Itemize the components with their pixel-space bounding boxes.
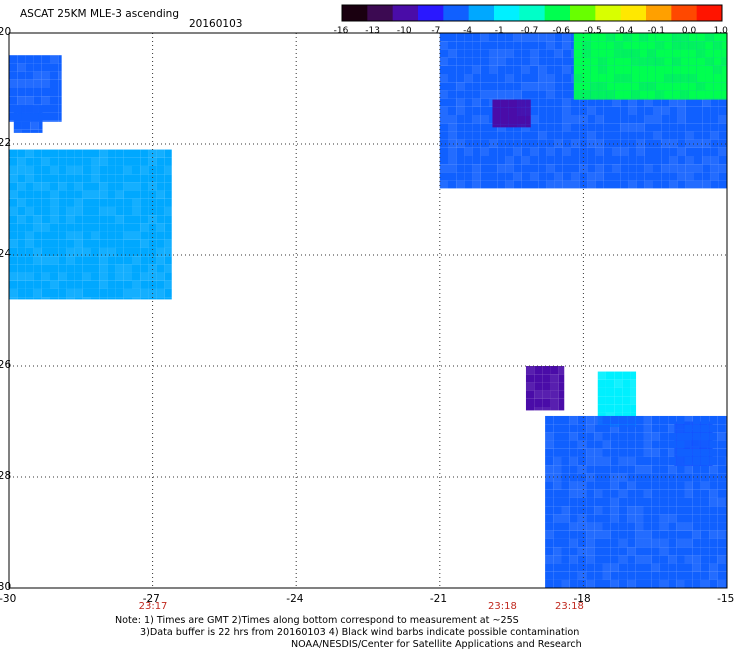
note-line-3: NOAA/NESDIS/Center for Satellite Applica… xyxy=(291,639,582,650)
map-frame xyxy=(8,32,728,589)
colorbar-label: -0.6 xyxy=(552,26,571,36)
colorbar-swatch xyxy=(595,5,622,21)
swath-w-band xyxy=(9,149,172,300)
colorbar-swatch xyxy=(544,5,571,21)
colorbar-label: -7 xyxy=(431,26,441,36)
swath-purple-1 xyxy=(492,99,531,128)
colorbar-swatch xyxy=(494,5,520,21)
map-plot xyxy=(8,32,728,589)
y-tick-label: -30 xyxy=(0,581,12,593)
y-tick-label: -24 xyxy=(0,248,12,260)
swath-se-band xyxy=(545,415,727,588)
colorbar-swatch xyxy=(671,5,698,21)
colorbar-swatch xyxy=(646,5,672,21)
swath-ne-green xyxy=(573,33,727,100)
colorbar-swatch xyxy=(367,5,394,21)
colorbar-label: -13 xyxy=(365,26,380,36)
colorbar-swatch xyxy=(696,5,723,21)
colorbar-label: -0.1 xyxy=(647,26,666,36)
note-line-1: Note: 1) Times are GMT 2)Times along bot… xyxy=(115,615,519,626)
colorbar-swatch xyxy=(342,5,368,21)
colorbar-label: -1 xyxy=(494,26,504,36)
colorbar-swatch xyxy=(519,5,546,21)
colorbar-swatch xyxy=(418,5,444,21)
chart-title: ASCAT 25KM MLE-3 ascending xyxy=(20,8,179,20)
colorbar-label: -10 xyxy=(396,26,412,36)
colorbar-label: -4 xyxy=(463,26,473,36)
colorbar-label: 0.0 xyxy=(681,26,697,36)
time-label: 23:17 xyxy=(138,601,168,612)
chart-date: 20160103 xyxy=(189,18,243,30)
colorbar-label: -0.7 xyxy=(520,26,539,36)
x-tick-label: -30 xyxy=(0,593,17,605)
swath-nw-2 xyxy=(13,105,43,133)
x-tick-label: -15 xyxy=(717,593,735,605)
y-tick-label: -22 xyxy=(0,137,12,149)
y-tick-label: -28 xyxy=(0,470,12,482)
colorbar-label: -0.5 xyxy=(584,26,602,36)
colorbar-frame xyxy=(341,4,723,22)
colorbar-swatch xyxy=(392,5,419,21)
x-tick-label: -24 xyxy=(286,593,304,605)
time-label: 23:18 xyxy=(488,601,517,612)
swath-layer xyxy=(9,33,727,588)
note-line-2: 3)Data buffer is 22 hrs from 20160103 4)… xyxy=(140,627,580,638)
x-tick-label: -21 xyxy=(429,593,448,605)
time-label: 23:18 xyxy=(555,601,584,612)
x-tick-label: -27 xyxy=(142,593,160,605)
y-tick-label: -26 xyxy=(0,359,12,371)
colorbar-swatch xyxy=(443,5,470,21)
x-tick-label: -18 xyxy=(573,593,591,605)
colorbar-label: -16 xyxy=(333,26,349,36)
colorbar-label: 1.0 xyxy=(713,26,728,36)
colorbar xyxy=(341,4,723,22)
swath-purple-2 xyxy=(525,366,565,411)
colorbar-swatch xyxy=(620,5,647,21)
colorbar-swatch xyxy=(570,5,596,21)
y-tick-label: -20 xyxy=(0,26,12,38)
colorbar-label: -0.4 xyxy=(615,26,634,36)
colorbar-swatch xyxy=(468,5,495,21)
